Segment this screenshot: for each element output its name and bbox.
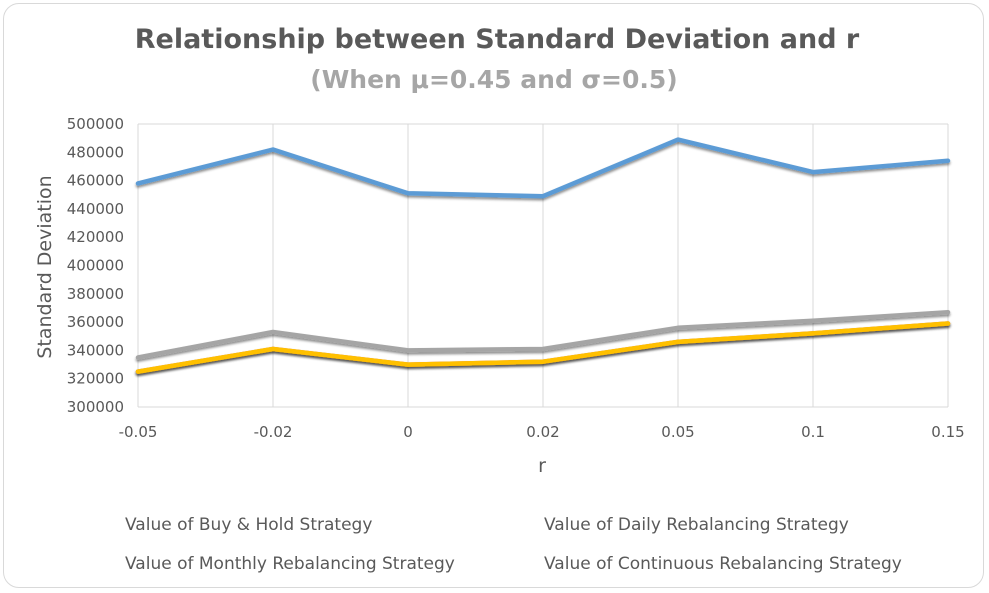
x-tick-label: 0.15 [931,423,964,441]
x-axis-title: r [538,455,546,477]
y-tick-label: 360000 [67,313,124,331]
x-tick-label: 0.1 [801,423,825,441]
series-line-3 [135,321,951,374]
x-tick-label: 0.02 [526,423,559,441]
legend-label: Value of Monthly Rebalancing Strategy [125,554,455,574]
legend-label: Value of Continuous Rebalancing Strategy [544,554,902,574]
y-tick-label: 440000 [67,200,124,218]
y-axis-ticks: 300000 320000 340000 360000 380000 400000 4200… [67,115,124,416]
series-line-0 [135,137,951,199]
legend-label: Value of Buy & Hold Strategy [125,515,372,535]
x-tick-label: -0.05 [119,423,158,441]
y-tick-label: 300000 [67,398,124,416]
series-line-2 [135,309,951,360]
legend-label: Value of Daily Rebalancing Strategy [544,515,849,535]
x-axis-ticks: -0.05 -0.02 0 0.02 0.05 0.1 0.15 [119,423,965,441]
series-lines [135,137,951,374]
x-tick-label: -0.02 [254,423,293,441]
y-tick-label: 320000 [67,370,124,388]
y-tick-label: 380000 [67,285,124,303]
y-tick-label: 460000 [67,172,124,190]
chart-title: Relationship between Standard Deviation … [135,24,860,55]
chart-subtitle: (When μ=0.45 and σ=0.5) [310,65,677,94]
x-tick-label: 0 [403,423,413,441]
y-tick-label: 420000 [67,228,124,246]
legend: Value of Buy & Hold Strategy Value of Dai… [75,515,902,574]
x-tick-label: 0.05 [661,423,694,441]
y-tick-label: 480000 [67,143,124,161]
y-tick-label: 500000 [67,115,124,133]
y-tick-label: 400000 [67,257,124,275]
chart-frame [3,3,984,588]
y-tick-label: 340000 [67,341,124,359]
y-axis-title: Standard Deviation [34,175,56,358]
gridlines [137,123,949,408]
